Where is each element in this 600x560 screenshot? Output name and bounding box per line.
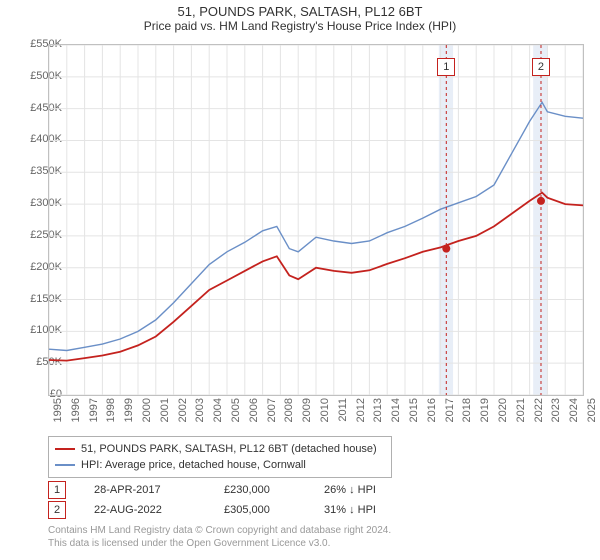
sale-price: £305,000 bbox=[224, 504, 324, 516]
x-tick-label: 2012 bbox=[355, 398, 367, 422]
footer-attribution: Contains HM Land Registry data © Crown c… bbox=[48, 524, 391, 550]
legend-swatch bbox=[55, 448, 75, 450]
x-tick-label: 2013 bbox=[372, 398, 384, 422]
x-tick-label: 2003 bbox=[194, 398, 206, 422]
x-tick-label: 2020 bbox=[497, 398, 509, 422]
legend-swatch bbox=[55, 464, 75, 466]
sale-index-badge: 1 bbox=[48, 481, 66, 499]
x-tick-label: 2005 bbox=[230, 398, 242, 422]
x-tick-label: 1998 bbox=[105, 398, 117, 422]
x-tick-label: 2009 bbox=[301, 398, 313, 422]
x-tick-label: 2023 bbox=[550, 398, 562, 422]
sales-table: 1 28-APR-2017 £230,000 26% ↓ HPI 2 22-AU… bbox=[48, 480, 424, 520]
x-tick-label: 2017 bbox=[444, 398, 456, 422]
plot-area bbox=[48, 44, 584, 396]
table-row: 1 28-APR-2017 £230,000 26% ↓ HPI bbox=[48, 480, 424, 500]
sale-diff: 26% ↓ HPI bbox=[324, 484, 424, 496]
x-tick-label: 2019 bbox=[479, 398, 491, 422]
x-tick-label: 2022 bbox=[533, 398, 545, 422]
x-tick-label: 2006 bbox=[248, 398, 260, 422]
legend: 51, POUNDS PARK, SALTASH, PL12 6BT (deta… bbox=[48, 436, 392, 478]
x-tick-label: 2024 bbox=[568, 398, 580, 422]
legend-item-hpi: HPI: Average price, detached house, Corn… bbox=[55, 457, 385, 473]
x-tick-label: 2015 bbox=[408, 398, 420, 422]
sale-index-badge: 2 bbox=[48, 501, 66, 519]
x-tick-label: 2011 bbox=[337, 398, 349, 422]
x-tick-label: 2008 bbox=[283, 398, 295, 422]
table-row: 2 22-AUG-2022 £305,000 31% ↓ HPI bbox=[48, 500, 424, 520]
sale-marker-label: 1 bbox=[437, 58, 455, 76]
chart-title: 51, POUNDS PARK, SALTASH, PL12 6BT bbox=[0, 0, 600, 19]
footer-line: Contains HM Land Registry data © Crown c… bbox=[48, 524, 391, 537]
x-tick-label: 2014 bbox=[390, 398, 402, 422]
sale-price: £230,000 bbox=[224, 484, 324, 496]
x-tick-label: 2021 bbox=[515, 398, 527, 422]
chart-subtitle: Price paid vs. HM Land Registry's House … bbox=[0, 19, 600, 37]
x-tick-label: 2000 bbox=[141, 398, 153, 422]
x-tick-label: 2010 bbox=[319, 398, 331, 422]
sale-diff: 31% ↓ HPI bbox=[324, 504, 424, 516]
x-tick-label: 1999 bbox=[123, 398, 135, 422]
sale-date: 22-AUG-2022 bbox=[94, 504, 224, 516]
x-tick-label: 2007 bbox=[266, 398, 278, 422]
footer-line: This data is licensed under the Open Gov… bbox=[48, 537, 391, 550]
sale-date: 28-APR-2017 bbox=[94, 484, 224, 496]
sale-marker-label: 2 bbox=[532, 58, 550, 76]
legend-label: 51, POUNDS PARK, SALTASH, PL12 6BT (deta… bbox=[81, 441, 377, 457]
legend-item-property: 51, POUNDS PARK, SALTASH, PL12 6BT (deta… bbox=[55, 441, 385, 457]
x-tick-label: 2004 bbox=[212, 398, 224, 422]
x-tick-label: 2002 bbox=[177, 398, 189, 422]
x-tick-label: 2001 bbox=[159, 398, 171, 422]
legend-label: HPI: Average price, detached house, Corn… bbox=[81, 457, 306, 473]
x-tick-label: 2018 bbox=[461, 398, 473, 422]
chart-container: 51, POUNDS PARK, SALTASH, PL12 6BT Price… bbox=[0, 0, 600, 560]
x-tick-label: 1997 bbox=[88, 398, 100, 422]
x-tick-label: 1996 bbox=[70, 398, 82, 422]
chart-svg bbox=[49, 45, 583, 395]
x-tick-label: 1995 bbox=[52, 398, 64, 422]
x-tick-label: 2025 bbox=[586, 398, 598, 422]
x-tick-label: 2016 bbox=[426, 398, 438, 422]
